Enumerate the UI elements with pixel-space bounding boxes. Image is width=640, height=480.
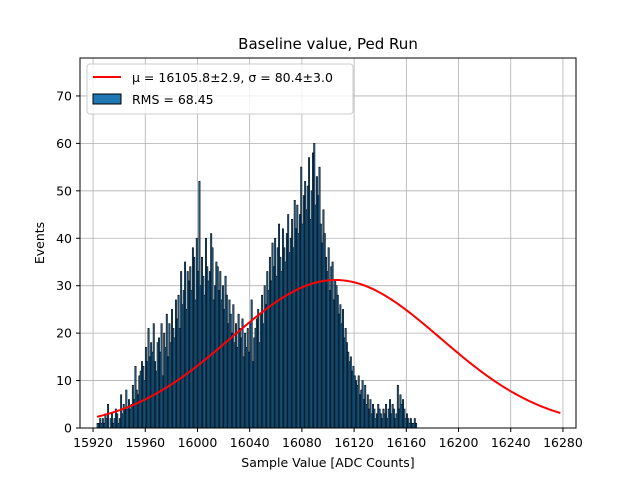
x-tick-label: 16160 <box>386 435 426 450</box>
y-tick-label: 30 <box>56 278 72 293</box>
y-tick-label: 60 <box>56 136 72 151</box>
legend-hist-label: RMS = 68.45 <box>132 92 214 107</box>
axes-frame <box>79 57 577 429</box>
y-tick-label: 70 <box>56 88 72 103</box>
x-tick-label: 15960 <box>125 435 165 450</box>
y-axis-ticks: 0 10 20 30 40 50 60 70 <box>56 88 80 436</box>
x-tick-label: 16280 <box>543 435 583 450</box>
gaussian-fit-line <box>96 278 561 418</box>
y-tick-label: 40 <box>56 231 72 246</box>
x-tick-label: 16000 <box>178 435 218 450</box>
x-tick-label: 16120 <box>334 435 374 450</box>
x-axis-label: Sample Value [ADC Counts] <box>241 455 414 470</box>
x-tick-label: 16200 <box>439 435 479 450</box>
y-axis-label: Events <box>32 222 47 264</box>
histogram-bar <box>107 403 110 429</box>
y-tick-label: 10 <box>56 373 72 388</box>
y-tick-label: 20 <box>56 326 72 341</box>
y-tick-label: 0 <box>64 421 72 436</box>
x-tick-label: 16040 <box>230 435 270 450</box>
histogram-bars <box>96 143 418 429</box>
histogram-bar <box>415 422 418 429</box>
y-tick-label: 50 <box>56 183 72 198</box>
legend: μ = 16105.8±2.9, σ = 80.4±3.0 RMS = 68.4… <box>86 63 354 115</box>
legend-box <box>86 63 354 115</box>
legend-fit-label: μ = 16105.8±2.9, σ = 80.4±3.0 <box>132 70 333 85</box>
x-tick-label: 16080 <box>282 435 322 450</box>
x-tick-label: 15920 <box>73 435 113 450</box>
x-tick-label: 16240 <box>491 435 531 450</box>
legend-hist-swatch <box>92 93 122 105</box>
x-axis-ticks: 15920 15960 16000 16040 16080 16120 16160 16200… <box>73 428 583 450</box>
chart-title: Baseline value, Ped Run <box>238 35 418 53</box>
